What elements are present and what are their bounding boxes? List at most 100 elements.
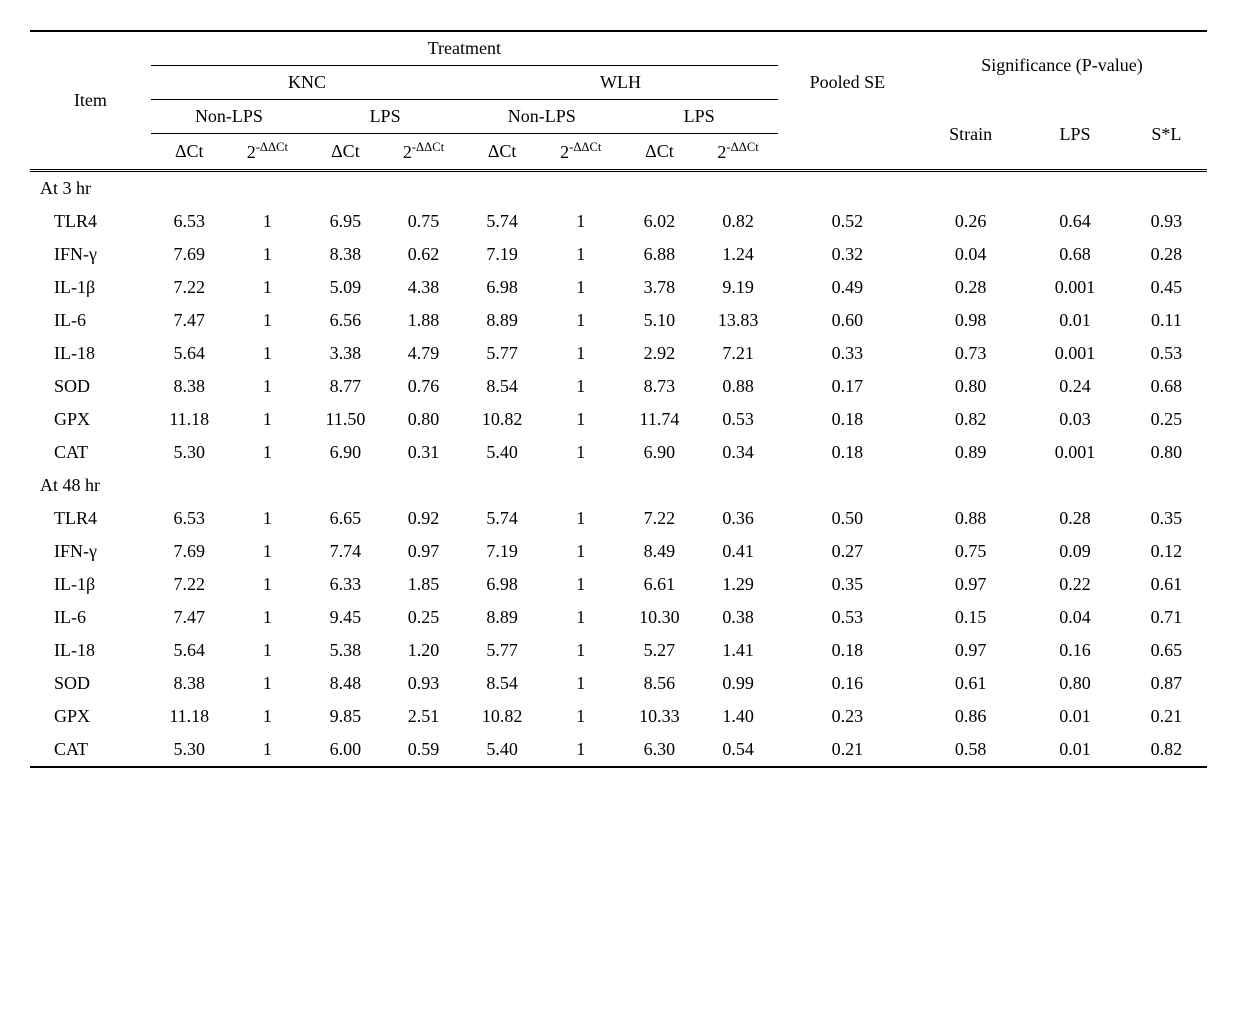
cell: 0.15 bbox=[917, 601, 1024, 634]
header-knc-lps: LPS bbox=[307, 100, 463, 134]
cell: 5.09 bbox=[307, 271, 384, 304]
cell: 0.97 bbox=[917, 634, 1024, 667]
cell: 6.61 bbox=[620, 568, 698, 601]
cell: 0.25 bbox=[1126, 403, 1207, 436]
table-row: IL-1β7.2216.331.856.9816.611.290.350.970… bbox=[30, 568, 1207, 601]
header-wlh: WLH bbox=[463, 66, 778, 100]
row-item: IL-18 bbox=[30, 337, 151, 370]
cell: 1 bbox=[541, 238, 620, 271]
cell: 0.26 bbox=[917, 205, 1024, 238]
cell: 5.64 bbox=[151, 337, 228, 370]
cell: 0.97 bbox=[384, 535, 463, 568]
header-knc-nonlps: Non-LPS bbox=[151, 100, 307, 134]
table-row: IFN-γ7.6918.380.627.1916.881.240.320.040… bbox=[30, 238, 1207, 271]
row-item: IL-18 bbox=[30, 634, 151, 667]
header-dct-3: ΔCt bbox=[463, 134, 541, 171]
cell: 0.001 bbox=[1024, 337, 1126, 370]
cell: 7.47 bbox=[151, 304, 228, 337]
cell: 6.88 bbox=[620, 238, 698, 271]
cell: 0.88 bbox=[917, 502, 1024, 535]
cell: 0.80 bbox=[1126, 436, 1207, 469]
row-item: TLR4 bbox=[30, 502, 151, 535]
cell: 6.95 bbox=[307, 205, 384, 238]
row-item: IL-1β bbox=[30, 568, 151, 601]
cell: 0.21 bbox=[778, 733, 917, 767]
cell: 8.56 bbox=[620, 667, 698, 700]
cell: 0.21 bbox=[1126, 700, 1207, 733]
cell: 6.53 bbox=[151, 502, 228, 535]
cell: 4.79 bbox=[384, 337, 463, 370]
cell: 0.87 bbox=[1126, 667, 1207, 700]
cell: 1 bbox=[541, 337, 620, 370]
section-label: At 3 hr bbox=[30, 171, 1207, 206]
row-item: IL-6 bbox=[30, 304, 151, 337]
cell: 0.93 bbox=[1126, 205, 1207, 238]
table-body: At 3 hrTLR46.5316.950.755.7416.020.820.5… bbox=[30, 171, 1207, 768]
header-wlh-nonlps: Non-LPS bbox=[463, 100, 620, 134]
cell: 7.69 bbox=[151, 238, 228, 271]
cell: 1 bbox=[228, 667, 307, 700]
cell: 1 bbox=[228, 238, 307, 271]
cell: 0.001 bbox=[1024, 436, 1126, 469]
cell: 0.31 bbox=[384, 436, 463, 469]
table-row: GPX11.18111.500.8010.82111.740.530.180.8… bbox=[30, 403, 1207, 436]
cell: 5.40 bbox=[463, 436, 541, 469]
cell: 0.92 bbox=[384, 502, 463, 535]
cell: 0.12 bbox=[1126, 535, 1207, 568]
cell: 7.19 bbox=[463, 238, 541, 271]
row-item: IL-6 bbox=[30, 601, 151, 634]
cell: 0.09 bbox=[1024, 535, 1126, 568]
cell: 0.75 bbox=[917, 535, 1024, 568]
cell: 7.47 bbox=[151, 601, 228, 634]
cell: 0.24 bbox=[1024, 370, 1126, 403]
cell: 9.45 bbox=[307, 601, 384, 634]
cell: 10.82 bbox=[463, 403, 541, 436]
table-row: GPX11.1819.852.5110.82110.331.400.230.86… bbox=[30, 700, 1207, 733]
cell: 1 bbox=[228, 436, 307, 469]
cell: 10.30 bbox=[620, 601, 698, 634]
cell: 11.18 bbox=[151, 403, 228, 436]
header-knc: KNC bbox=[151, 66, 463, 100]
header-treatment: Treatment bbox=[151, 31, 778, 66]
cell: 5.64 bbox=[151, 634, 228, 667]
header-2ddct-3: 2-ΔΔCt bbox=[541, 134, 620, 171]
cell: 1 bbox=[541, 502, 620, 535]
cell: 0.97 bbox=[917, 568, 1024, 601]
cell: 6.90 bbox=[307, 436, 384, 469]
cell: 0.80 bbox=[1024, 667, 1126, 700]
cell: 0.16 bbox=[778, 667, 917, 700]
cell: 7.21 bbox=[698, 337, 777, 370]
cell: 3.78 bbox=[620, 271, 698, 304]
cell: 6.98 bbox=[463, 271, 541, 304]
cell: 0.33 bbox=[778, 337, 917, 370]
header-lps-p: LPS bbox=[1024, 100, 1126, 171]
cell: 3.38 bbox=[307, 337, 384, 370]
cell: 0.65 bbox=[1126, 634, 1207, 667]
cell: 0.80 bbox=[384, 403, 463, 436]
cell: 0.45 bbox=[1126, 271, 1207, 304]
cell: 2.51 bbox=[384, 700, 463, 733]
cell: 1 bbox=[541, 667, 620, 700]
cell: 0.62 bbox=[384, 238, 463, 271]
cell: 0.38 bbox=[698, 601, 777, 634]
header-strain: Strain bbox=[917, 100, 1024, 171]
cell: 8.38 bbox=[151, 667, 228, 700]
cell: 0.001 bbox=[1024, 271, 1126, 304]
cell: 1.41 bbox=[698, 634, 777, 667]
cell: 0.82 bbox=[917, 403, 1024, 436]
cell: 1.88 bbox=[384, 304, 463, 337]
cell: 1 bbox=[228, 502, 307, 535]
cell: 1 bbox=[228, 535, 307, 568]
cell: 0.99 bbox=[698, 667, 777, 700]
cell: 0.28 bbox=[1126, 238, 1207, 271]
cell: 5.27 bbox=[620, 634, 698, 667]
cell: 13.83 bbox=[698, 304, 777, 337]
cell: 1.40 bbox=[698, 700, 777, 733]
cell: 0.27 bbox=[778, 535, 917, 568]
cell: 11.18 bbox=[151, 700, 228, 733]
header-2ddct-2: 2-ΔΔCt bbox=[384, 134, 463, 171]
cell: 8.89 bbox=[463, 304, 541, 337]
header-dct-1: ΔCt bbox=[151, 134, 228, 171]
cell: 5.30 bbox=[151, 436, 228, 469]
header-item: Item bbox=[30, 31, 151, 171]
